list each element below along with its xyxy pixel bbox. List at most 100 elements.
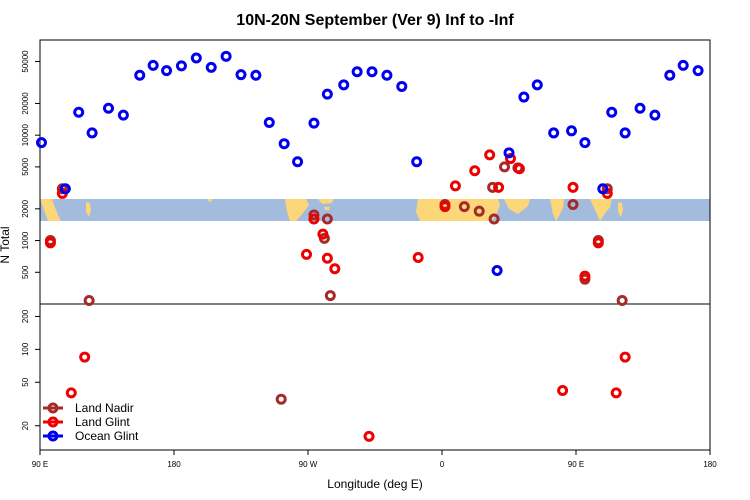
point-ocean-glint-3 [86, 127, 98, 139]
point-ocean-glint-6 [134, 69, 146, 81]
point-land-nadir-9 [473, 205, 485, 217]
point-ocean-glint-40 [692, 65, 704, 77]
y-axis-upper: 500 1000 2000 5000 10000 20000 50000 [21, 50, 40, 279]
point-ocean-glint-31 [566, 125, 578, 137]
ocean-band [40, 199, 710, 221]
point-land-nadir-6 [321, 213, 333, 225]
legend-marker-ocean-glint [47, 430, 59, 442]
x-tick-label-3: 0 [440, 460, 445, 469]
y-upper-tick-label-1: 1000 [21, 231, 30, 249]
land-central-america [285, 199, 309, 221]
point-land-nadir-2 [83, 294, 95, 306]
point-ocean-glint-36 [634, 102, 646, 114]
y-lower-tick-label-3: 200 [21, 309, 30, 323]
x-tick-label-4: 90 E [568, 460, 584, 469]
land-caribbean [318, 199, 334, 210]
point-land-nadir-3 [308, 209, 320, 221]
point-ocean-glint-21 [351, 66, 363, 78]
y-upper-tick-label-3: 5000 [21, 157, 30, 175]
x-tick-label-2: 90 W [299, 460, 318, 469]
y-upper-tick-label-2: 2000 [21, 199, 30, 217]
x-tick-label-5: 180 [703, 460, 717, 469]
land-india [550, 199, 564, 221]
y-upper-tick-label-5: 20000 [21, 92, 30, 115]
y-upper-tick-label-4: 10000 [21, 123, 30, 146]
point-ocean-glint-0 [35, 137, 47, 149]
point-ocean-glint-32 [579, 137, 591, 149]
land-asia-east [40, 199, 61, 221]
point-land-glint-0 [44, 237, 56, 249]
point-ocean-glint-26 [491, 264, 503, 276]
legend-marker-land-nadir [47, 402, 59, 414]
point-ocean-glint-14 [250, 69, 262, 81]
point-land-glint-16 [504, 153, 516, 165]
land-strip [40, 199, 710, 221]
land-arabia [504, 199, 530, 214]
y-axis-label: N Total [0, 226, 12, 263]
point-ocean-glint-16 [278, 138, 290, 150]
point-land-glint-8 [329, 263, 341, 275]
point-land-glint-15 [493, 181, 505, 193]
y-lower-tick-label-0: 20 [21, 421, 30, 430]
point-land-glint-19 [567, 181, 579, 193]
lower-panel-frame [39, 303, 711, 451]
point-land-nadir-12 [499, 161, 511, 173]
land-africa [416, 199, 500, 221]
point-land-nadir-14 [567, 198, 579, 210]
point-land-glint-17 [513, 163, 525, 175]
point-land-glint-2 [65, 387, 77, 399]
point-ocean-glint-22 [366, 66, 378, 78]
land-hawaii [208, 199, 212, 202]
y-upper-tick-label-6: 50000 [21, 50, 30, 73]
x-tick-label-1: 180 [167, 460, 181, 469]
legend-item-ocean-glint: Ocean Glint [43, 429, 139, 443]
legend-label-land-nadir: Land Nadir [75, 401, 134, 415]
point-land-nadir-5 [324, 290, 336, 302]
point-ocean-glint-25 [411, 156, 423, 168]
landmasses [40, 199, 623, 221]
point-ocean-glint-9 [175, 60, 187, 72]
point-land-glint-14 [484, 149, 496, 161]
point-land-glint-10 [412, 252, 424, 264]
land-indochina [590, 199, 612, 221]
point-land-nadir-8 [458, 201, 470, 213]
point-land-glint-18 [557, 385, 569, 397]
legend-marker-land-glint [47, 416, 59, 428]
point-land-glint-23 [610, 387, 622, 399]
point-ocean-glint-35 [619, 127, 631, 139]
point-ocean-glint-4 [102, 102, 114, 114]
point-ocean-glint-27 [503, 147, 515, 159]
point-ocean-glint-24 [396, 80, 408, 92]
point-ocean-glint-39 [677, 59, 689, 71]
x-axis-label: Longitude (deg E) [327, 477, 422, 491]
x-axis: 90 E 180 90 W 0 90 E 180 [32, 450, 717, 469]
point-land-glint-21 [592, 237, 604, 249]
point-ocean-glint-23 [381, 69, 393, 81]
point-ocean-glint-19 [321, 88, 333, 100]
legend-item-land-nadir: Land Nadir [43, 401, 134, 415]
point-land-glint-20 [579, 270, 591, 282]
point-ocean-glint-11 [205, 61, 217, 73]
x-tick-label-0: 90 E [32, 460, 48, 469]
point-ocean-glint-34 [606, 106, 618, 118]
point-ocean-glint-37 [649, 109, 661, 121]
land-philippines [86, 202, 91, 217]
point-ocean-glint-28 [518, 91, 530, 103]
point-land-glint-13 [469, 165, 481, 177]
point-ocean-glint-2 [73, 106, 85, 118]
legend: Land Nadir Land Glint Ocean Glint [43, 401, 139, 443]
point-ocean-glint-30 [548, 127, 560, 139]
legend-label-land-glint: Land Glint [75, 415, 130, 429]
point-ocean-glint-15 [263, 116, 275, 128]
point-land-glint-7 [321, 252, 333, 264]
point-ocean-glint-13 [235, 69, 247, 81]
y-axis-lower: 20 50 100 200 [21, 309, 40, 430]
point-ocean-glint-29 [531, 79, 543, 91]
legend-item-land-glint: Land Glint [43, 415, 130, 429]
point-ocean-glint-8 [161, 65, 173, 77]
point-land-glint-3 [79, 351, 91, 363]
point-land-nadir-10 [487, 181, 499, 193]
point-ocean-glint-7 [147, 59, 159, 71]
chart-title: 10N-20N September (Ver 9) Inf to -Inf [236, 12, 514, 29]
data-points [35, 50, 704, 442]
